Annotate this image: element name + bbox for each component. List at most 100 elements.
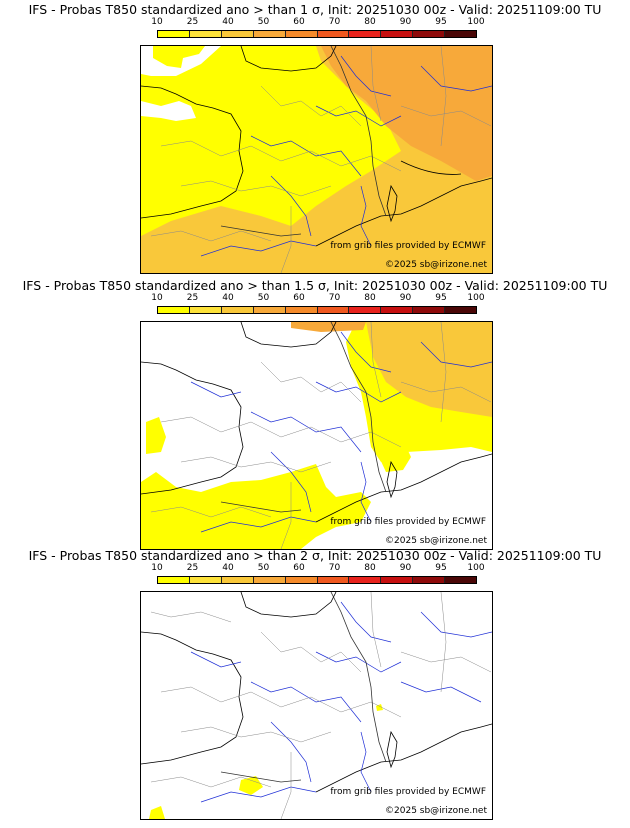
scale-color-cell <box>381 307 414 313</box>
scale-color-cell <box>445 307 477 313</box>
scale-tick-label: 40 <box>222 563 234 573</box>
map-svg <box>141 322 492 549</box>
prob-field-25 <box>366 322 492 417</box>
prob-field-10-south <box>141 464 371 549</box>
scale-tick-label: 50 <box>257 563 270 573</box>
source-credit: from grib files provided by ECMWF <box>330 241 486 251</box>
blank-area <box>141 46 221 76</box>
scale-tick-label: 95 <box>435 17 447 27</box>
panel-title: IFS - Probas T850 standardized ano > tha… <box>28 548 602 563</box>
scale-tick-label: 25 <box>186 293 199 303</box>
scale-tick-label: 60 <box>293 17 305 27</box>
panel-title: IFS - Probas T850 standardized ano > tha… <box>28 2 602 17</box>
scale-tick-label: 100 <box>467 293 485 303</box>
source-credit: from grib files provided by ECMWF <box>330 517 486 527</box>
admin-borders <box>150 322 492 549</box>
scale-tick-label: 10 <box>151 17 163 27</box>
panel-title: IFS - Probas T850 standardized ano > tha… <box>22 278 608 293</box>
map-1-5-sigma: from grib files provided by ECMWF ©2025 … <box>140 321 493 550</box>
scale-color-cell <box>381 31 414 37</box>
scale-color-cell <box>317 577 350 583</box>
source-credit: from grib files provided by ECMWF <box>330 787 486 797</box>
map-2-sigma: from grib files provided by ECMWF ©2025 … <box>140 591 493 820</box>
scale-labels: 10 25 40 50 60 70 80 90 95 100 <box>151 17 484 29</box>
prob-field-10-corsica <box>379 440 411 472</box>
scale-tick-label: 90 <box>399 563 412 573</box>
scale-color-cell <box>189 31 222 37</box>
scale-labels: 10 25 40 50 60 70 80 90 95 100 <box>151 293 484 305</box>
scale-bar <box>157 576 477 584</box>
admin-borders <box>150 46 492 273</box>
scale-tick-label: 25 <box>186 563 199 573</box>
prob-field-10-spot <box>239 776 263 795</box>
admin-borders <box>150 592 492 819</box>
national-borders <box>220 592 387 783</box>
scale-tick-label: 90 <box>399 293 412 303</box>
scale-tick-label: 80 <box>364 17 376 27</box>
scale-color-cell <box>445 577 477 583</box>
scale-color-cell <box>285 307 318 313</box>
prob-field-10-spot <box>376 704 383 711</box>
scale-color-cell <box>253 307 286 313</box>
rivers <box>200 55 492 257</box>
scale-color-cell <box>189 577 222 583</box>
color-scale: 10 25 40 50 60 70 80 90 95 100 <box>151 293 485 316</box>
national-borders <box>220 46 387 237</box>
panel-2-sigma: IFS - Probas T850 standardized ano > tha… <box>0 546 630 822</box>
scale-tick-label: 100 <box>467 17 485 27</box>
scale-color-cell <box>317 31 350 37</box>
panel-1-5-sigma: IFS - Probas T850 standardized ano > tha… <box>0 276 630 552</box>
copyright-credit: ©2025 sb@irizone.net <box>385 536 487 546</box>
scale-color-cell <box>253 31 286 37</box>
scale-color-cell <box>158 577 190 583</box>
scale-color-cell <box>381 577 414 583</box>
scale-color-cell <box>285 577 318 583</box>
rivers <box>190 601 492 803</box>
map-1-sigma: from grib files provided by ECMWF ©2025 … <box>140 45 493 274</box>
scale-color-cell <box>221 307 254 313</box>
scale-color-cell <box>445 31 477 37</box>
copyright-credit: ©2025 sb@irizone.net <box>385 260 487 270</box>
prob-field-40 <box>291 322 366 332</box>
scale-tick-label: 70 <box>328 17 341 27</box>
scale-bar <box>157 306 477 314</box>
scale-color-cell <box>253 577 286 583</box>
scale-color-cell <box>221 31 254 37</box>
copyright-credit: ©2025 sb@irizone.net <box>385 806 487 816</box>
scale-tick-label: 70 <box>328 563 341 573</box>
color-scale: 10 25 40 50 60 70 80 90 95 100 <box>151 17 485 40</box>
coastlines <box>141 46 492 247</box>
scale-tick-label: 50 <box>257 17 270 27</box>
scale-tick-label: 95 <box>435 563 447 573</box>
scale-tick-label: 25 <box>186 17 199 27</box>
scale-tick-label: 10 <box>151 293 163 303</box>
scale-tick-label: 90 <box>399 17 412 27</box>
scale-color-cell <box>317 307 350 313</box>
scale-color-cell <box>189 307 222 313</box>
scale-tick-label: 70 <box>328 293 341 303</box>
rivers <box>190 331 492 533</box>
national-borders <box>220 322 387 513</box>
prob-field-10-spot <box>149 806 165 819</box>
color-scale: 10 25 40 50 60 70 80 90 95 100 <box>151 563 485 586</box>
scale-color-cell <box>285 31 318 37</box>
scale-tick-label: 10 <box>151 563 163 573</box>
blank-area <box>141 101 196 121</box>
scale-color-cell <box>413 577 446 583</box>
scale-color-cell <box>349 307 382 313</box>
scale-tick-label: 40 <box>222 293 234 303</box>
scale-color-cell <box>349 31 382 37</box>
scale-bar <box>157 30 477 38</box>
map-svg <box>141 592 492 819</box>
panel-1-sigma: IFS - Probas T850 standardized ano > tha… <box>0 0 630 276</box>
scale-labels: 10 25 40 50 60 70 80 90 95 100 <box>151 563 484 575</box>
scale-tick-label: 60 <box>293 563 305 573</box>
coastlines <box>141 322 492 523</box>
scale-color-cell <box>158 307 190 313</box>
scale-tick-label: 40 <box>222 17 234 27</box>
map-svg <box>141 46 492 273</box>
scale-tick-label: 95 <box>435 293 447 303</box>
scale-color-cell <box>413 31 446 37</box>
scale-tick-label: 100 <box>467 563 485 573</box>
scale-tick-label: 80 <box>364 293 376 303</box>
